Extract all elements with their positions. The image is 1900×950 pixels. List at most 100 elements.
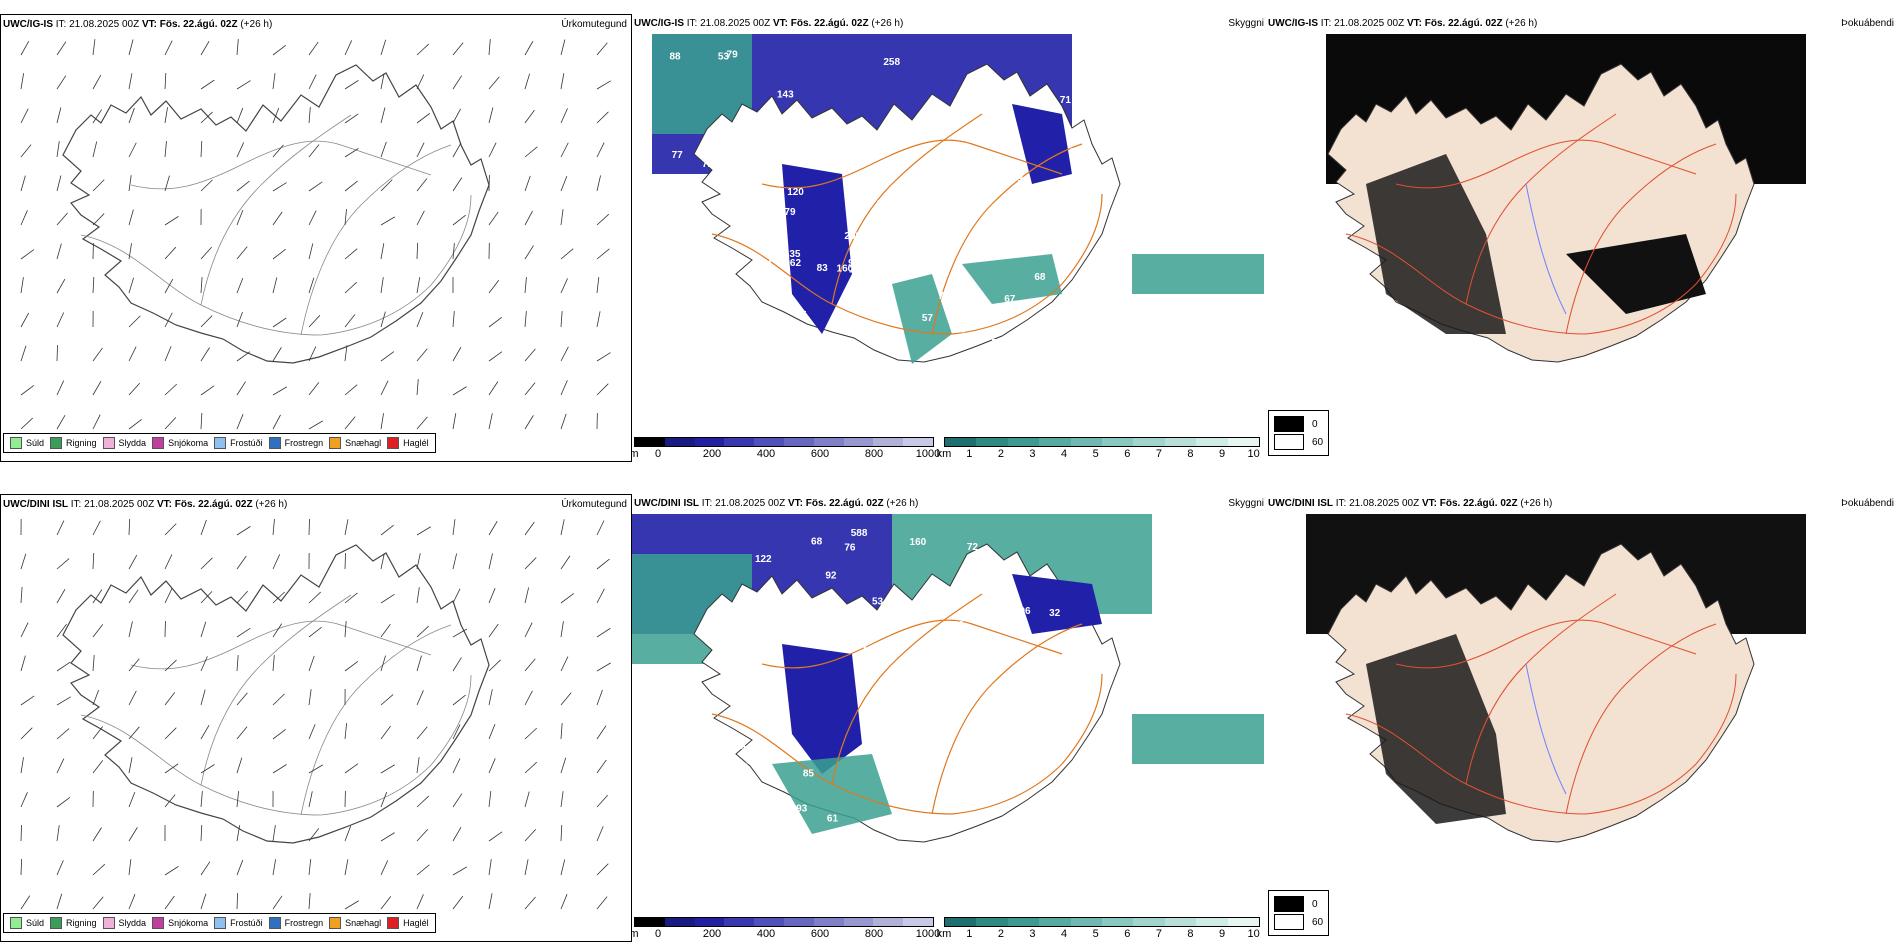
wind-barb xyxy=(128,277,135,294)
colorbar-m-bar xyxy=(634,917,934,927)
wind-barb xyxy=(344,209,347,226)
legend-label: Rigning xyxy=(66,918,97,928)
colorbar-m-bar xyxy=(634,437,934,447)
wind-barb xyxy=(200,79,215,90)
colorbar-tick: 5 xyxy=(1092,928,1099,940)
wind-barb xyxy=(308,791,313,808)
colorbar-cell xyxy=(903,918,933,926)
wind-barb xyxy=(596,383,609,396)
wind-barb xyxy=(596,896,608,910)
wind-barb xyxy=(380,380,389,396)
param-title: Skyggni xyxy=(1228,18,1264,29)
wind-barb xyxy=(344,519,349,536)
wind-barb xyxy=(560,39,566,56)
wind-barb xyxy=(344,661,359,672)
wind-barb xyxy=(308,74,317,90)
wind-barb xyxy=(56,558,70,570)
wind-barb xyxy=(236,142,245,158)
wind-barb xyxy=(416,757,420,774)
wind-barb xyxy=(560,108,568,124)
wind-barb xyxy=(452,75,463,90)
legend-label: Snjókoma xyxy=(168,438,209,448)
wind-barb xyxy=(524,382,536,396)
wind-barb xyxy=(308,181,323,192)
legend-item: Frostregn xyxy=(268,437,323,449)
wind-barb xyxy=(200,591,213,604)
wind-barb xyxy=(200,689,206,706)
cloud-value-label: 962 xyxy=(784,258,801,269)
wind-barb xyxy=(272,623,283,638)
colorbar-cell xyxy=(664,918,695,926)
wind-barb xyxy=(452,694,466,706)
wind-barb xyxy=(452,758,461,774)
wind-barb xyxy=(56,696,71,706)
wind-barb xyxy=(452,866,467,876)
colorbar-tick: 1000 xyxy=(915,448,941,460)
wind-barb xyxy=(380,655,386,672)
wind-barb xyxy=(272,73,276,90)
wind-barb xyxy=(92,655,95,672)
wind-barb xyxy=(128,382,141,396)
wind-barb xyxy=(236,726,248,740)
wind-barb xyxy=(380,764,395,774)
cloud-value-label: 293 xyxy=(877,726,894,737)
wind-barb xyxy=(452,588,461,604)
legend-swatch xyxy=(102,917,115,929)
wind-barb xyxy=(488,659,501,672)
fog-swatch-black xyxy=(1274,896,1304,912)
wind-barb xyxy=(452,311,455,328)
legend-label: Snæhagl xyxy=(345,438,382,448)
colorbar-cell xyxy=(1196,918,1228,926)
wind-barb xyxy=(92,552,95,570)
wind-barb xyxy=(416,828,429,842)
wind-barb xyxy=(200,621,207,638)
wind-barb xyxy=(452,628,468,638)
wind-barb xyxy=(416,43,429,56)
wind-barb xyxy=(272,693,285,706)
legend-label: Snæhagl xyxy=(345,918,382,928)
wind-barb xyxy=(344,552,346,570)
colorbar-cell xyxy=(664,438,695,446)
wind-barb xyxy=(596,759,607,774)
cloud-value-label: 72 xyxy=(967,542,979,553)
wind-barb xyxy=(56,414,66,430)
wind-barb xyxy=(308,591,321,604)
colorbar-m-ticks: m 0 200 400 600 800 1000 xyxy=(632,448,940,462)
wind-barb xyxy=(164,866,179,876)
wind-barb xyxy=(92,141,98,158)
wind-barb xyxy=(236,414,244,430)
wind-barb xyxy=(380,593,395,604)
wind-barb xyxy=(452,553,458,570)
wind-barb xyxy=(56,758,65,774)
fog-panel-bottom: UWC/DINI ISL IT: 21.08.2025 00Z VT: Fös.… xyxy=(1266,494,1898,942)
wind-barb xyxy=(272,728,286,740)
cloud-value-label: 76 xyxy=(684,685,696,696)
wind-barb xyxy=(344,345,348,362)
wind-barb xyxy=(92,589,103,604)
wind-barb xyxy=(272,825,276,842)
wind-barb xyxy=(200,764,215,774)
wind-barb xyxy=(200,179,213,192)
panel-header: UWC/IG-IS IT: 21.08.2025 00Z VT: Fös. 22… xyxy=(3,19,273,30)
wind-barb xyxy=(308,277,315,294)
wind-barb xyxy=(200,277,203,294)
param-title: Úrkomutegund xyxy=(561,19,627,30)
wind-barb xyxy=(416,690,424,706)
wind-barb xyxy=(164,278,174,294)
wind-barb xyxy=(128,107,135,124)
wind-barb xyxy=(596,248,610,260)
cloud-value-label: 70 xyxy=(888,311,900,322)
wind-barb xyxy=(308,893,311,910)
fog-swatch-black xyxy=(1274,416,1304,432)
wind-barb xyxy=(20,312,30,328)
wind-barb xyxy=(20,553,27,570)
wind-barb xyxy=(560,593,575,604)
wind-barb xyxy=(344,859,349,876)
wind-barb xyxy=(236,311,243,328)
wind-barb xyxy=(524,210,533,226)
wind-barb xyxy=(416,178,428,192)
legend-item: Rigning xyxy=(50,437,97,449)
cloud-value-label: 83 xyxy=(806,157,818,168)
wind-barb xyxy=(272,519,275,536)
colorbar-cell xyxy=(724,918,755,926)
